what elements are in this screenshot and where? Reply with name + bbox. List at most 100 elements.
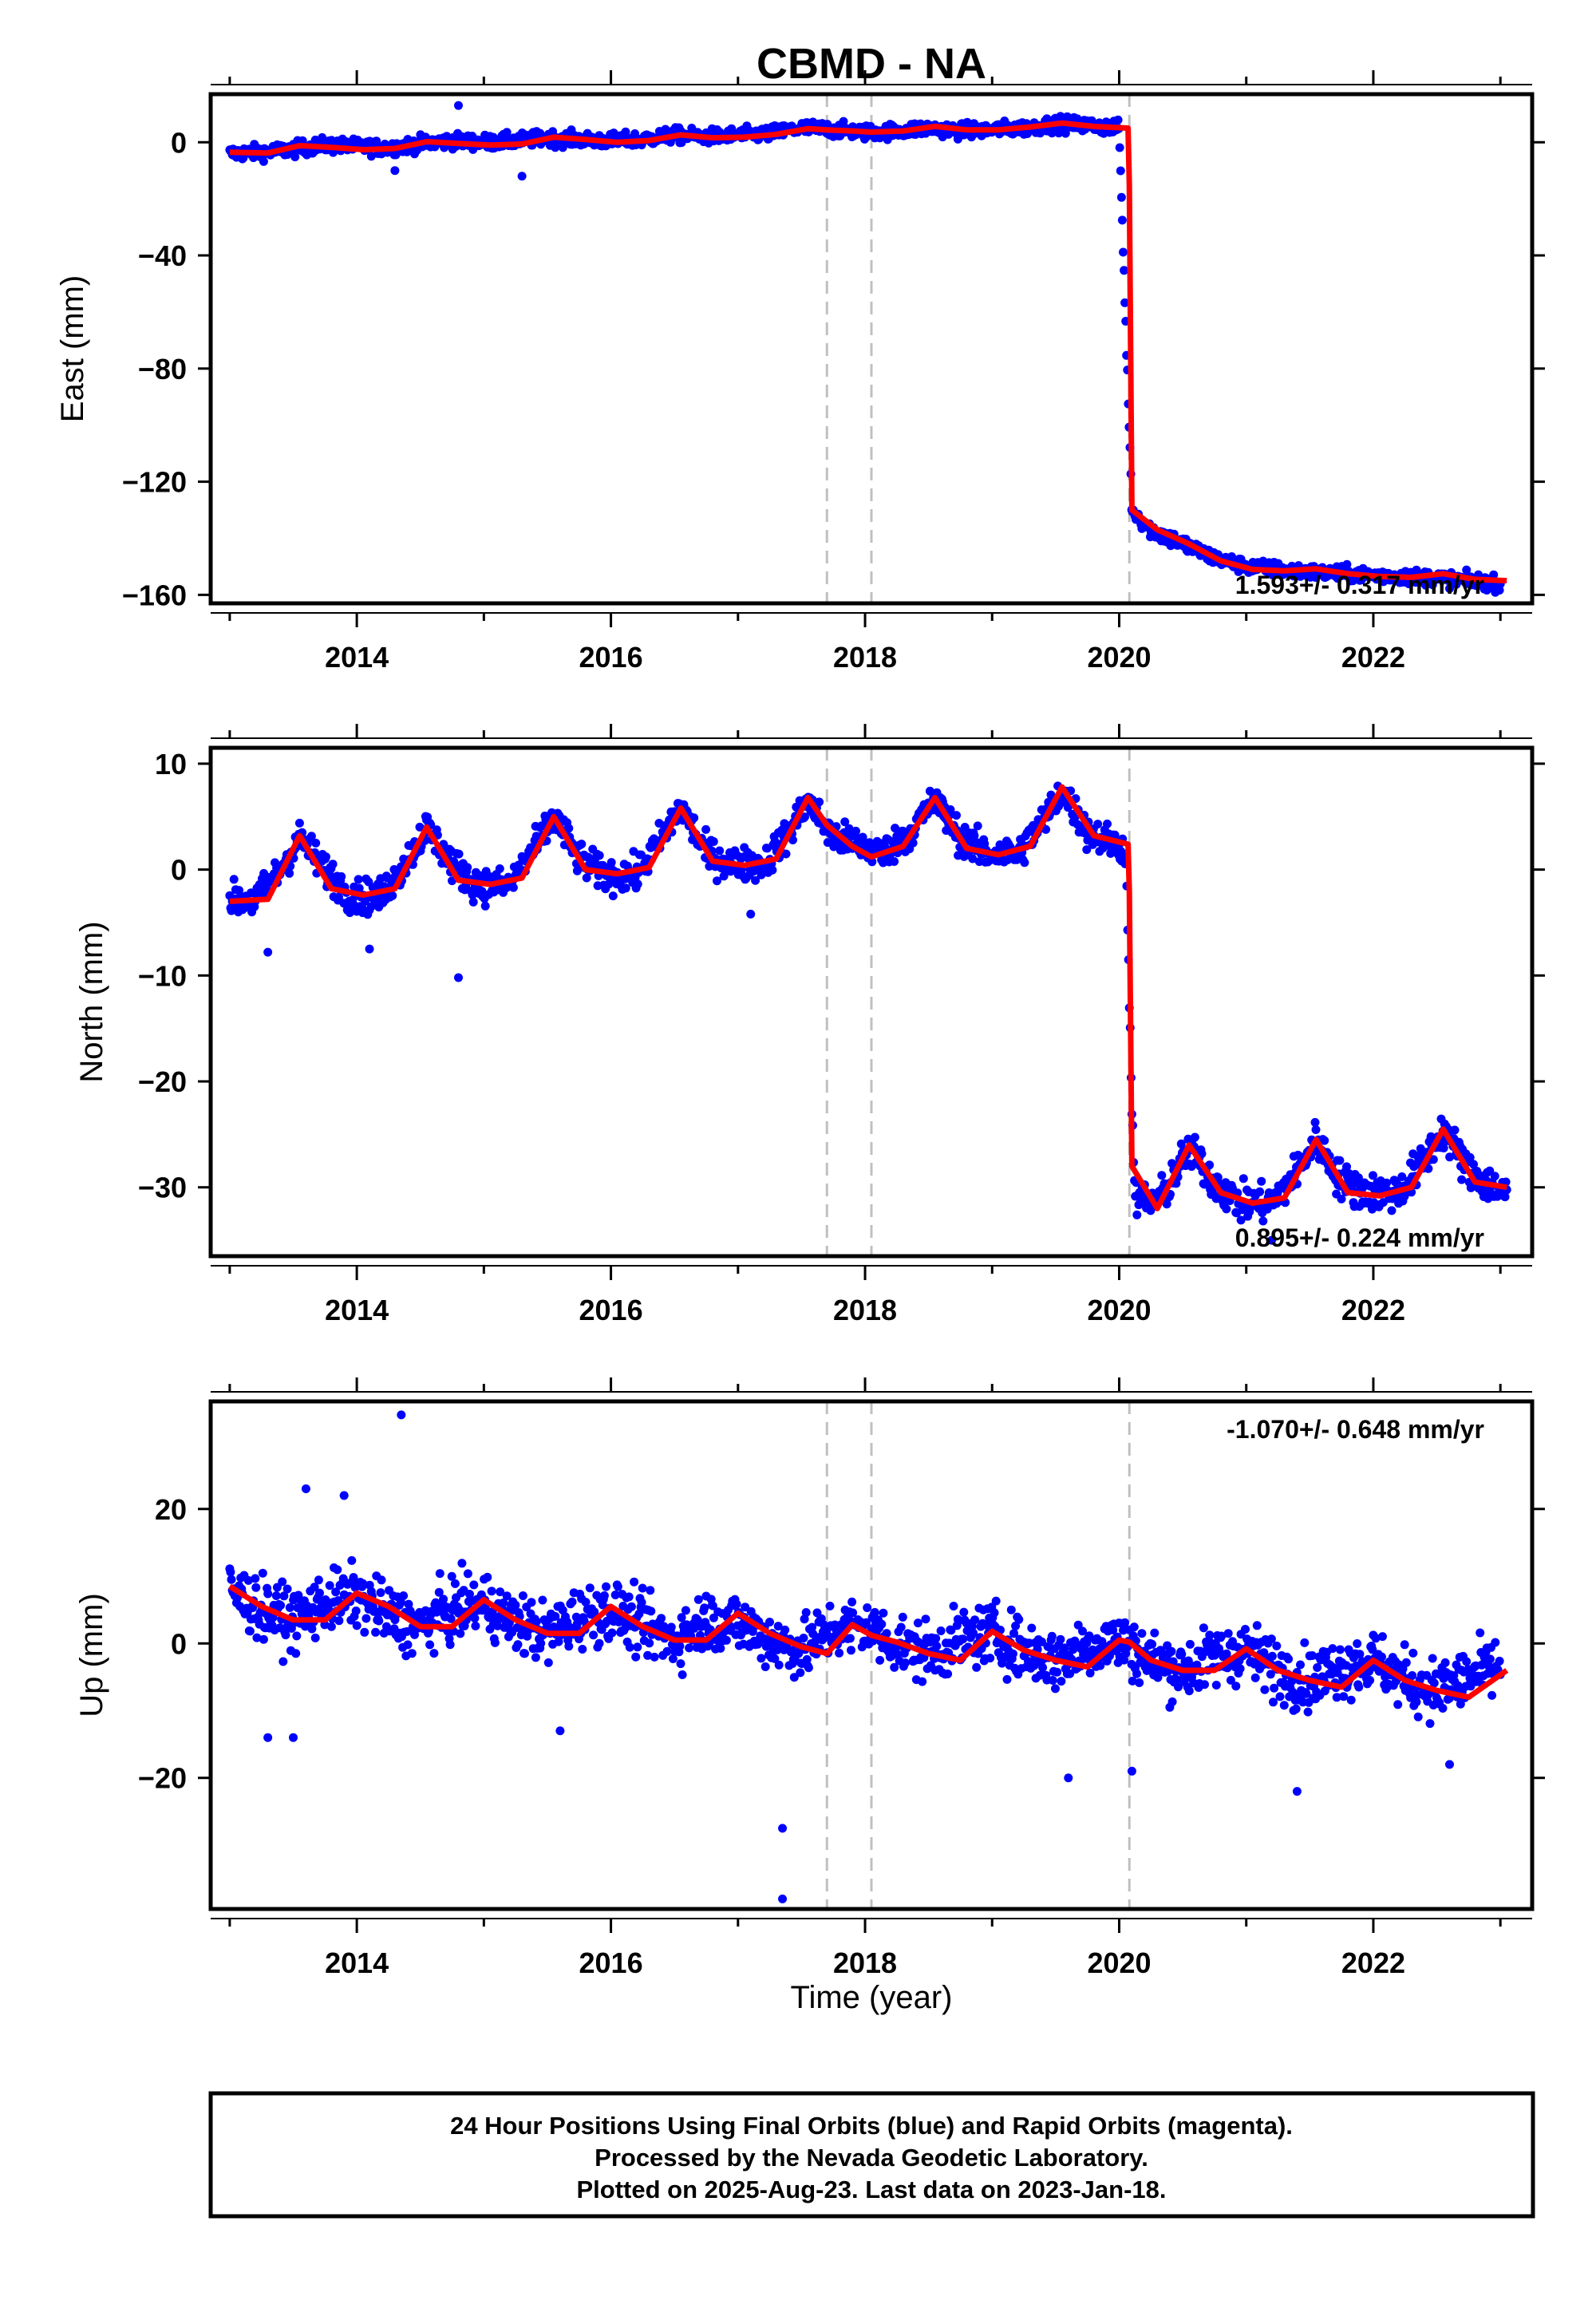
data-point	[681, 1606, 690, 1615]
data-point	[1476, 1628, 1485, 1638]
data-point	[1462, 1657, 1472, 1666]
data-point	[1335, 1645, 1345, 1654]
outlier-point	[289, 1733, 298, 1742]
data-point	[1397, 1172, 1407, 1181]
data-point	[271, 1591, 281, 1600]
data-point	[1047, 1631, 1057, 1641]
data-point	[1148, 1639, 1157, 1649]
data-point	[1185, 1639, 1195, 1649]
data-point	[551, 143, 560, 152]
data-point	[1236, 1215, 1246, 1225]
data-point	[1009, 1629, 1018, 1638]
data-point	[435, 1569, 444, 1579]
data-point	[447, 1571, 456, 1581]
data-point	[1116, 192, 1126, 202]
data-point	[801, 1608, 811, 1617]
outlier-point	[365, 944, 374, 954]
data-point	[774, 1660, 784, 1670]
data-point	[469, 1580, 479, 1590]
data-point	[633, 879, 642, 889]
data-point	[1387, 1206, 1396, 1215]
data-point	[499, 1598, 508, 1607]
data-point	[354, 883, 364, 893]
data-point	[1226, 1675, 1235, 1685]
data-point	[1238, 1174, 1248, 1184]
data-point	[802, 1654, 812, 1664]
data-point	[285, 1603, 294, 1612]
data-point	[1337, 1194, 1346, 1203]
data-point	[968, 854, 978, 864]
data-point	[279, 1657, 288, 1666]
data-point	[470, 1614, 480, 1623]
data-point	[331, 1587, 341, 1597]
data-point	[1008, 1649, 1017, 1658]
data-point	[1272, 1641, 1282, 1650]
data-point	[1053, 1667, 1062, 1677]
data-point	[1353, 1639, 1362, 1648]
data-point	[351, 1607, 361, 1615]
data-point	[1257, 1176, 1266, 1186]
data-point	[1153, 1673, 1163, 1682]
data-point	[1184, 1686, 1194, 1696]
data-point	[487, 1587, 496, 1596]
data-point	[1378, 1632, 1387, 1642]
model-line	[229, 120, 1507, 584]
y-tick-label: −80	[138, 353, 187, 385]
data-point	[333, 1565, 342, 1575]
data-point	[1252, 1621, 1262, 1630]
data-point	[1291, 1704, 1301, 1713]
y-tick-label: 20	[155, 1493, 187, 1526]
data-point	[326, 1622, 336, 1631]
data-point	[1235, 1664, 1245, 1674]
data-point	[347, 1555, 357, 1565]
data-point	[931, 1634, 941, 1643]
data-point	[439, 1595, 448, 1604]
x-axis-label: Time (year)	[791, 1980, 953, 2015]
data-point	[757, 1654, 766, 1663]
data-point	[825, 1601, 835, 1611]
model-line	[228, 1583, 1509, 1701]
data-point	[1429, 1678, 1439, 1688]
data-point	[1462, 565, 1472, 575]
data-point	[666, 1622, 676, 1632]
figure-title: CBMD - NA	[757, 40, 986, 88]
y-tick-label: −160	[122, 579, 187, 611]
outlier-point	[1127, 1766, 1136, 1776]
x-tick-label: 2020	[1087, 1946, 1151, 1979]
data-point	[1412, 1697, 1421, 1707]
data-point	[898, 1612, 907, 1622]
data-point	[1199, 1623, 1208, 1633]
data-point	[621, 127, 630, 136]
data-point	[227, 1575, 236, 1584]
data-point	[1275, 1692, 1285, 1701]
data-point	[572, 1618, 582, 1628]
data-point	[1174, 1682, 1183, 1692]
data-point	[1162, 1199, 1171, 1209]
data-point	[585, 1583, 595, 1593]
data-point	[377, 1575, 386, 1585]
y-axis-label: North (mm)	[74, 921, 109, 1082]
data-point	[595, 1638, 604, 1648]
y-axis-label: Up (mm)	[74, 1593, 109, 1717]
data-point	[403, 1640, 413, 1650]
data-point	[1445, 584, 1454, 593]
data-point	[890, 1662, 899, 1672]
data-point	[1371, 1634, 1381, 1643]
data-point	[700, 1603, 709, 1613]
data-point	[1223, 1629, 1233, 1638]
data-point	[890, 857, 899, 866]
data-point	[310, 1583, 319, 1592]
outlier-point	[555, 1726, 565, 1736]
data-point	[1440, 1658, 1450, 1667]
data-point	[1120, 298, 1130, 307]
x-tick-label: 2018	[833, 1946, 897, 1979]
data-point	[1176, 1139, 1186, 1148]
velocity-rate-label: 0.895+/- 0.224 mm/yr	[1235, 1223, 1484, 1252]
data-point	[845, 1634, 855, 1643]
data-point	[564, 1642, 574, 1651]
data-point	[952, 811, 961, 820]
data-point	[634, 1609, 644, 1618]
y-tick-label: −30	[138, 1172, 187, 1204]
